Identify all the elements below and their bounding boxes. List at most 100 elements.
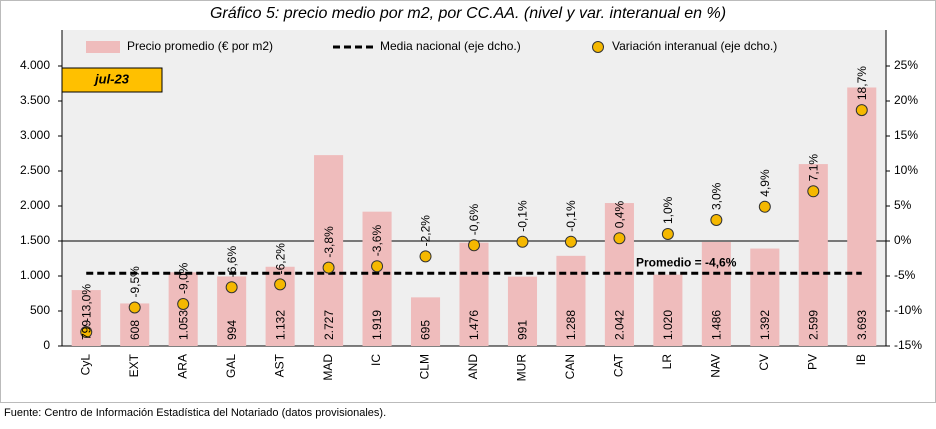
dot-value-label: -9,5% bbox=[128, 266, 142, 298]
reference-label: Promedio = -4,6% bbox=[636, 255, 737, 269]
dot-value-label: -0,6% bbox=[467, 204, 481, 236]
bar bbox=[410, 297, 441, 346]
y-tick-label: 0 bbox=[43, 338, 50, 352]
dot-value-label: -3,8% bbox=[322, 226, 336, 258]
bar bbox=[507, 276, 538, 346]
source: Fuente: Centro de Información Estadístic… bbox=[4, 407, 386, 419]
dot bbox=[758, 200, 771, 213]
x-tick-label: CAT bbox=[612, 353, 626, 377]
dot bbox=[807, 185, 820, 198]
bar-value-label: 2.599 bbox=[806, 310, 820, 340]
y2-tick-label: 20% bbox=[894, 93, 918, 107]
y-tick-label: 3.500 bbox=[20, 93, 50, 107]
bar bbox=[701, 241, 731, 346]
y-tick-label: 3.000 bbox=[20, 128, 50, 142]
bar bbox=[459, 242, 489, 346]
y2-tick-label: 10% bbox=[894, 163, 918, 177]
y-tick-label: 500 bbox=[30, 303, 50, 317]
x-tick-label: GAL bbox=[224, 354, 238, 378]
x-tick-label: CV bbox=[757, 354, 771, 371]
chart-title: Gráfico 5: precio medio por m2, por CC.A… bbox=[210, 5, 726, 22]
dot-value-label: -0,1% bbox=[564, 200, 578, 232]
dot bbox=[516, 235, 529, 248]
legend-swatch bbox=[592, 41, 604, 53]
y2-tick-label: -10% bbox=[894, 303, 922, 317]
legend-swatch bbox=[86, 41, 120, 53]
dot-value-label: -2,2% bbox=[419, 215, 433, 247]
dot bbox=[710, 214, 723, 226]
y-tick-label: 2.500 bbox=[20, 163, 50, 177]
bar bbox=[362, 211, 392, 346]
dot bbox=[177, 298, 190, 310]
x-tick-label: AST bbox=[272, 353, 286, 377]
dot-value-label: 18,7% bbox=[855, 66, 869, 100]
legend-label: Variación interanual (eje dcho.) bbox=[612, 39, 777, 53]
dot bbox=[564, 235, 577, 248]
bar-value-label: 2.042 bbox=[613, 310, 627, 340]
bar bbox=[847, 87, 877, 347]
dot-value-label: -0,1% bbox=[516, 200, 530, 232]
bar-value-label: 1.919 bbox=[370, 310, 384, 340]
bar bbox=[653, 274, 683, 346]
x-tick-label: IC bbox=[369, 354, 383, 366]
y2-tick-label: -15% bbox=[894, 338, 922, 352]
y-tick-label: 1.500 bbox=[20, 233, 50, 247]
x-tick-label: ARA bbox=[175, 354, 189, 379]
dot bbox=[855, 104, 868, 117]
x-tick-label: CAN bbox=[563, 354, 577, 379]
x-tick-label: NAV bbox=[709, 354, 723, 378]
dot-value-label: 7,1% bbox=[806, 154, 820, 182]
bar-value-label: 799 bbox=[79, 320, 93, 340]
dot bbox=[128, 301, 141, 314]
bar-value-label: 1.288 bbox=[564, 310, 578, 340]
dot bbox=[468, 239, 480, 252]
dot-value-label: 0,4% bbox=[613, 201, 627, 229]
bar-value-label: 695 bbox=[419, 320, 433, 340]
badge-box bbox=[61, 67, 163, 93]
x-tick-label: IB bbox=[854, 354, 868, 365]
dot bbox=[419, 250, 432, 263]
x-tick-label: EXT bbox=[127, 353, 141, 377]
bar-value-label: 1.486 bbox=[710, 310, 724, 340]
y2-tick-label: -5% bbox=[894, 268, 916, 282]
x-tick-label: PV bbox=[805, 354, 819, 370]
dot-value-label: -9,0% bbox=[176, 262, 190, 294]
bar-value-label: 1.476 bbox=[467, 310, 481, 340]
y2-tick-label: 25% bbox=[894, 58, 918, 72]
dot bbox=[80, 326, 93, 338]
bar-value-label: 991 bbox=[516, 320, 530, 340]
bar-value-label: 1.132 bbox=[273, 310, 287, 340]
legend-label: Precio promedio (€ por m2) bbox=[127, 39, 273, 53]
bar-value-label: 3.693 bbox=[855, 310, 869, 340]
bar-value-label: 1.020 bbox=[661, 310, 675, 340]
x-tick-label: AND bbox=[466, 354, 480, 380]
bar-value-label: 608 bbox=[128, 320, 142, 340]
bar bbox=[556, 255, 586, 346]
dot bbox=[613, 232, 626, 245]
bar bbox=[314, 155, 344, 346]
badge: jul-23 bbox=[93, 71, 130, 86]
dot-value-label: -3,6% bbox=[370, 225, 384, 257]
dot-value-label: 1,0% bbox=[661, 196, 675, 224]
dot bbox=[661, 228, 674, 240]
dot bbox=[225, 281, 238, 294]
bar-value-label: 1.053 bbox=[176, 310, 190, 340]
dot bbox=[322, 261, 335, 274]
legend-label: Media nacional (eje dcho.) bbox=[380, 39, 521, 53]
y2-tick-label: 0% bbox=[894, 233, 912, 247]
dot-value-label: -13,0% bbox=[79, 284, 93, 322]
dot bbox=[274, 278, 287, 291]
dot bbox=[371, 260, 384, 273]
x-tick-label: CLM bbox=[418, 354, 432, 379]
x-tick-label: MAD bbox=[321, 354, 335, 381]
dot-value-label: -6,6% bbox=[225, 246, 239, 278]
bar bbox=[750, 248, 780, 346]
y2-tick-label: 15% bbox=[894, 128, 918, 142]
y-tick-label: 4.000 bbox=[20, 58, 50, 72]
x-tick-label: CyL bbox=[78, 354, 92, 376]
y-tick-label: 2.000 bbox=[20, 198, 50, 212]
bar-value-label: 994 bbox=[225, 320, 239, 340]
x-tick-label: MUR bbox=[515, 354, 529, 382]
